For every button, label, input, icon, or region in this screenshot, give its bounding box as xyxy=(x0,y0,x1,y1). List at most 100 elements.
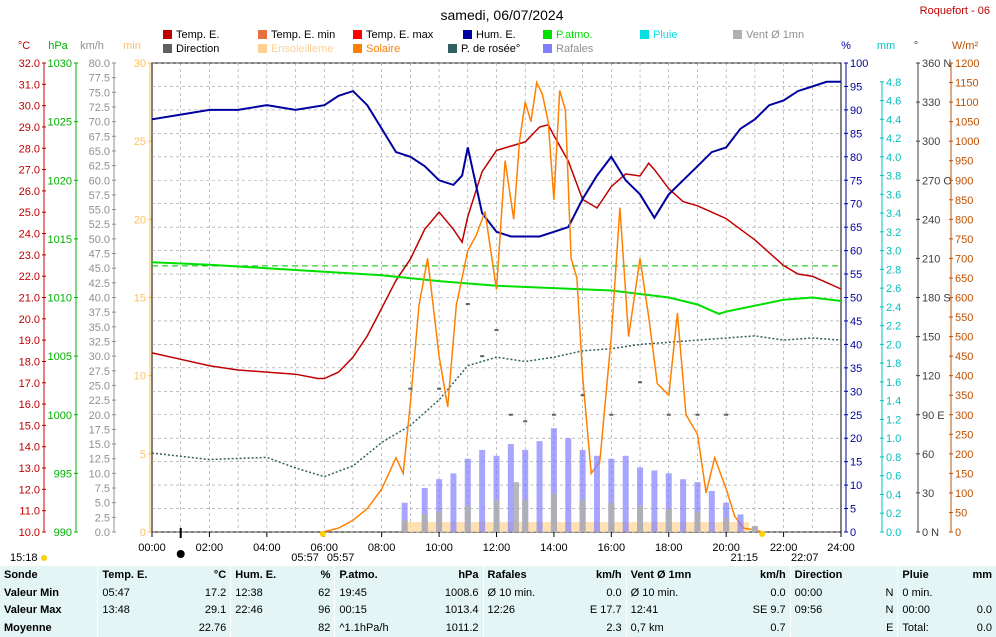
humidity-tick-label: 40 xyxy=(850,339,862,351)
wind-bar xyxy=(507,444,514,532)
solar-tick-label: 0 xyxy=(955,527,961,539)
humidity-tick-label: 55 xyxy=(850,269,862,281)
rain-title: Pluie xyxy=(897,566,955,584)
rain-total: 0.0 xyxy=(976,622,992,635)
rain-tick-label: 2.0 xyxy=(886,339,901,351)
dir-max: N xyxy=(885,604,894,617)
series-direction xyxy=(408,303,729,423)
legend-swatch xyxy=(543,44,552,53)
solar-tick-label: 900 xyxy=(955,175,973,187)
humidity-tick-label: 75 xyxy=(850,175,862,187)
wind-bar xyxy=(665,508,672,532)
wind-bar xyxy=(694,511,701,532)
temp-tick-label: 23.0 xyxy=(19,250,40,262)
wind-tick-label: 72.5 xyxy=(89,102,110,114)
direction-point xyxy=(494,329,499,332)
temp-tick-label: 20.0 xyxy=(19,314,40,326)
rain-tick-label: 3.8 xyxy=(886,171,901,183)
temp-tick-label: 17.0 xyxy=(19,378,40,390)
series-layer xyxy=(151,79,842,533)
legend-swatch xyxy=(353,44,362,53)
solar-tick-label: 500 xyxy=(955,332,973,344)
sunshine-band xyxy=(401,522,750,532)
solar-tick-label: 850 xyxy=(955,195,973,207)
rain-total-label: Total: xyxy=(897,619,955,637)
pressure-tick-label: 1005 xyxy=(48,351,72,363)
time-tick-label: 04:00 xyxy=(253,542,281,554)
temp-axis-unit: °C xyxy=(18,40,30,52)
wind-bar xyxy=(694,482,701,532)
temp-min-time: 05:47 xyxy=(97,583,178,602)
gust-title: Rafales xyxy=(482,566,567,584)
summary-row-label: Valeur Max xyxy=(4,604,62,617)
humidity-tick-label: 90 xyxy=(850,105,862,117)
press-title: P.atmo. xyxy=(334,566,421,584)
legend-label: Vent Ø 1mn xyxy=(746,29,804,41)
legend-label: Rafales xyxy=(556,43,594,55)
pressure-tick-label: 1025 xyxy=(48,117,72,129)
wind-bar xyxy=(608,458,615,532)
station-name: Roquefort - 06 xyxy=(920,5,990,17)
wind-bar xyxy=(550,493,557,532)
sun_min-tick-label: 15 xyxy=(134,293,146,305)
time-tick-label: 02:00 xyxy=(196,542,224,554)
sunset-time: 21:15 xyxy=(731,552,759,564)
direction-tick-label: 240 xyxy=(922,214,940,226)
rain-min: 0 min. xyxy=(897,583,955,602)
wind-tick-label: 47.5 xyxy=(89,249,110,261)
direction-tick-label: 60 xyxy=(922,449,934,461)
wind-bar xyxy=(651,470,658,532)
legend-label: Temp. E. xyxy=(176,29,219,41)
moon-rise-icon xyxy=(41,555,47,561)
humidity-tick-label: 25 xyxy=(850,410,862,422)
press-max-time: 00:15 xyxy=(334,601,421,620)
time-tick-label: 08:00 xyxy=(368,542,396,554)
rain-tick-label: 2.2 xyxy=(886,321,901,333)
solar-tick-label: 450 xyxy=(955,351,973,363)
legend-swatch xyxy=(640,30,649,39)
wind-tick-label: 20.0 xyxy=(89,410,110,422)
time-tick-label: 18:00 xyxy=(655,542,683,554)
wind-tick-label: 22.5 xyxy=(89,395,110,407)
wind-tick-label: 57.5 xyxy=(89,190,110,202)
wind-tick-label: 25.0 xyxy=(89,380,110,392)
sun_min-tick-label: 30 xyxy=(134,58,146,70)
temp-avg: 22.76 xyxy=(198,622,227,635)
humidity-tick-label: 85 xyxy=(850,128,862,140)
humidity-tick-label: 95 xyxy=(850,81,862,93)
humidity-tick-label: 10 xyxy=(850,480,862,492)
direction-tick-label: 180 S xyxy=(922,293,951,305)
wind-bar xyxy=(622,455,629,532)
humidity-tick-label: 50 xyxy=(850,293,862,305)
wind-tick-label: 75.0 xyxy=(89,87,110,99)
direction-tick-label: 120 xyxy=(922,371,940,383)
solar-tick-label: 800 xyxy=(955,214,973,226)
rain-tick-label: 4.8 xyxy=(886,77,901,89)
direction-tick-label: 0 N xyxy=(922,527,939,539)
rain-tick-label: 1.6 xyxy=(886,377,901,389)
wind-tick-label: 40.0 xyxy=(89,293,110,305)
direction-point xyxy=(666,413,671,416)
axes: °C 32.0 31.0 30.0 29.0 28.0 27.0 26.0 25.0 24.0 23… xyxy=(18,40,980,539)
wind-bar xyxy=(680,479,687,532)
pressure-tick-label: 1000 xyxy=(48,410,72,422)
solar-tick-label: 100 xyxy=(955,488,973,500)
temp-tick-label: 13.0 xyxy=(19,463,40,475)
wind-bar xyxy=(593,455,600,532)
wind-tick-label: 5.0 xyxy=(95,498,110,510)
wind-tick-label: 2.5 xyxy=(95,512,110,524)
sunrise-icon xyxy=(319,531,326,537)
wind-tick-label: 70.0 xyxy=(89,117,110,129)
temp-tick-label: 24.0 xyxy=(19,229,40,241)
direction-point xyxy=(437,387,442,390)
solar-axis-unit: W/m² xyxy=(952,40,979,52)
hum-max: 96 xyxy=(318,604,331,617)
solar-tick-label: 950 xyxy=(955,156,973,168)
pressure-tick-label: 1015 xyxy=(48,234,72,246)
pressure-axis-unit: hPa xyxy=(48,40,68,52)
wind-tick-label: 10.0 xyxy=(89,468,110,480)
wind-bar xyxy=(464,505,471,532)
wind-tick-label: 50.0 xyxy=(89,234,110,246)
temp-tick-label: 11.0 xyxy=(19,506,40,518)
wind-tick-label: 80.0 xyxy=(89,58,110,70)
